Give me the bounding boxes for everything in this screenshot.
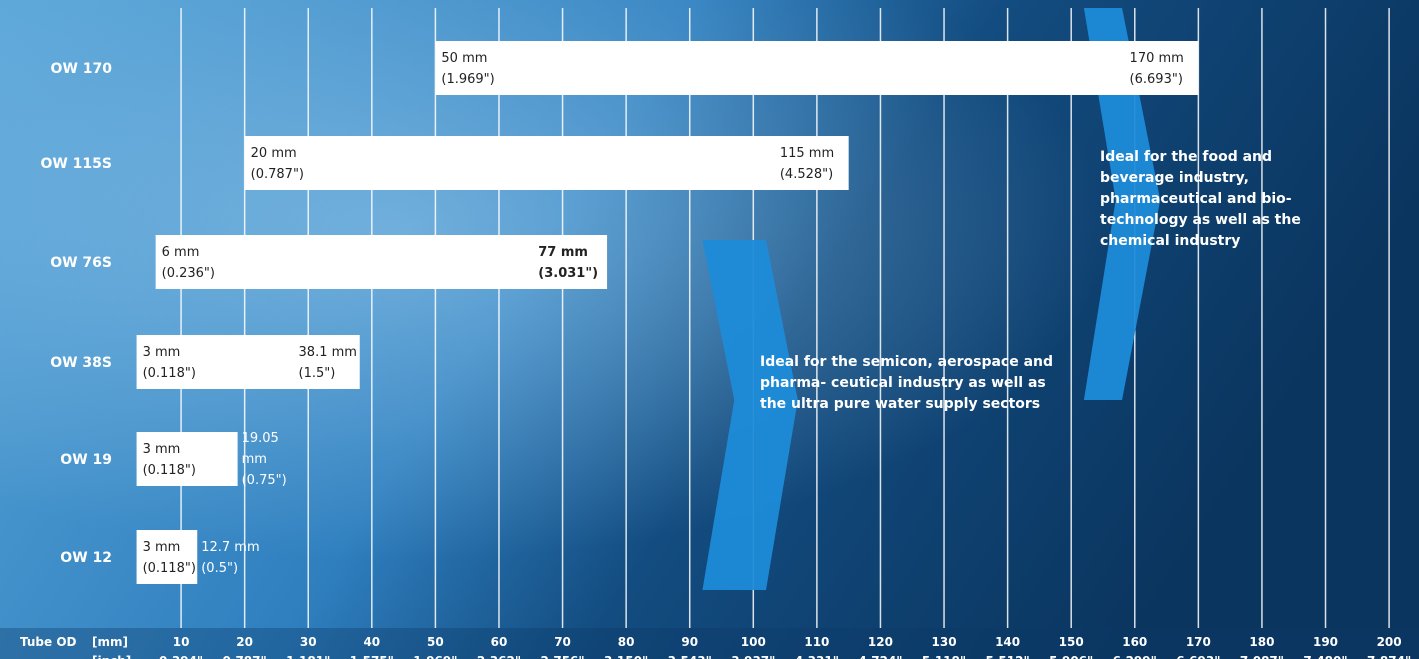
tick-label-inch-110: 4.331" — [795, 654, 839, 659]
tick-label-mm-100: 100 — [741, 635, 766, 649]
tick-label-mm-70: 70 — [554, 635, 571, 649]
category-labels: OW 170 OW 115S OW 76S OW 38S OW 19 OW 12 — [40, 61, 112, 566]
bar-2 — [155, 235, 608, 289]
bar-max-inch-0: (6.693") — [1130, 72, 1183, 87]
tick-label-mm-30: 30 — [300, 635, 317, 649]
tick-label-inch-170: 6.693" — [1176, 654, 1220, 659]
bar-max-inch-5: (0.5") — [201, 561, 238, 576]
bar-min-mm-0: 50 mm — [441, 51, 487, 66]
tick-label-mm-60: 60 — [491, 635, 508, 649]
bar-max-mm-4: 19.05 — [242, 431, 279, 446]
tick-label-mm-180: 180 — [1249, 635, 1274, 649]
tick-label-inch-150: 5.906" — [1049, 654, 1093, 659]
annotation-arrows — [702, 8, 1161, 590]
tick-label-inch-80: 3.150" — [604, 654, 648, 659]
tick-label-mm-190: 190 — [1313, 635, 1338, 649]
tick-label-inch-40: 1.575" — [350, 654, 394, 659]
tick-label-mm-170: 170 — [1186, 635, 1211, 649]
tick-label-inch-60: 2.362" — [477, 654, 521, 659]
tick-label-mm-80: 80 — [618, 635, 635, 649]
category-label-4: OW 19 — [60, 452, 112, 468]
bar-max-unit-4: mm — [242, 452, 267, 467]
tick-label-inch-10: 0.394" — [159, 654, 203, 659]
tick-label-inch-100: 3.937" — [731, 654, 775, 659]
annotation-semicon: Ideal for the semicon, aerospace and pha… — [760, 354, 1054, 412]
category-label-3: OW 38S — [50, 355, 112, 371]
bar-min-inch-2: (0.236") — [162, 266, 215, 281]
tick-label-mm-50: 50 — [427, 635, 444, 649]
bar-max-mm-1: 115 mm — [780, 146, 834, 161]
bar-0 — [435, 41, 1199, 95]
tick-label-mm-10: 10 — [173, 635, 190, 649]
tick-label-inch-50: 1.969" — [413, 654, 457, 659]
tick-label-mm-20: 20 — [236, 635, 253, 649]
axis-unit-mm: [mm] — [92, 635, 128, 649]
bar-min-inch-5: (0.118") — [143, 561, 196, 576]
bar-min-inch-3: (0.118") — [143, 366, 196, 381]
axis-band — [0, 628, 1419, 659]
tick-label-inch-140: 5.512" — [986, 654, 1030, 659]
bar-min-mm-1: 20 mm — [251, 146, 297, 161]
bar-max-mm-2: 77 mm — [538, 245, 588, 260]
tick-label-inch-70: 2.756" — [540, 654, 584, 659]
axis-title: Tube OD — [20, 635, 77, 649]
range-bars: 50 mm (1.969") 170 mm (6.693") 20 mm (0.787")… — [136, 41, 1199, 584]
tick-label-mm-200: 200 — [1377, 635, 1402, 649]
bar-min-inch-0: (1.969") — [441, 72, 494, 87]
tick-label-mm-130: 130 — [932, 635, 957, 649]
bar-min-mm-4: 3 mm — [143, 442, 181, 457]
tick-label-inch-190: 7.480" — [1303, 654, 1347, 659]
bar-max-mm-3: 38.1 mm — [299, 345, 357, 360]
tick-label-inch-130: 5.118" — [922, 654, 966, 659]
bar-3 — [136, 335, 360, 389]
tick-label-inch-180: 7.087" — [1240, 654, 1284, 659]
bar-max-inch-1: (4.528") — [780, 167, 833, 182]
bar-5 — [136, 530, 198, 584]
tick-label-inch-90: 3.543" — [668, 654, 712, 659]
bar-min-inch-4: (0.118") — [143, 463, 196, 478]
tick-label-inch-30: 1.181" — [286, 654, 330, 659]
axis-unit-inch: [inch] — [92, 654, 131, 659]
category-label-0: OW 170 — [51, 61, 113, 77]
bar-max-mm-5: 12.7 mm — [201, 540, 259, 555]
bar-max-mm-0: 170 mm — [1130, 51, 1184, 66]
tick-label-mm-120: 120 — [868, 635, 893, 649]
annotation-food-beverage: Ideal for the food and beverage industry… — [1100, 149, 1301, 249]
tick-label-mm-140: 140 — [995, 635, 1020, 649]
category-label-5: OW 12 — [60, 550, 112, 566]
tick-label-mm-150: 150 — [1059, 635, 1084, 649]
bar-1 — [244, 136, 849, 190]
category-label-1: OW 115S — [40, 156, 112, 172]
arrow-food — [1083, 8, 1161, 400]
bar-min-mm-5: 3 mm — [143, 540, 181, 555]
tick-label-mm-110: 110 — [804, 635, 829, 649]
tick-label-inch-20: 0.787" — [223, 654, 267, 659]
tick-label-inch-160: 6.299" — [1113, 654, 1157, 659]
bar-min-inch-1: (0.787") — [251, 167, 304, 182]
x-axis: Tube OD [mm] [inch] 10 0.394" 20 0.787" 30 1.181… — [20, 635, 1411, 659]
bar-max-inch-2: (3.031") — [538, 266, 598, 281]
bar-4 — [136, 432, 238, 486]
arrow-semicon — [702, 240, 798, 590]
tick-label-inch-200: 7.874" — [1367, 654, 1411, 659]
tick-label-mm-90: 90 — [681, 635, 698, 649]
category-label-2: OW 76S — [50, 255, 112, 271]
bar-min-mm-3: 3 mm — [143, 345, 181, 360]
tick-label-mm-40: 40 — [363, 635, 380, 649]
bar-max-inch-4: (0.75") — [242, 473, 287, 488]
tick-label-mm-160: 160 — [1122, 635, 1147, 649]
tick-label-inch-120: 4.724" — [858, 654, 902, 659]
bar-max-inch-3: (1.5") — [299, 366, 336, 381]
bar-min-mm-2: 6 mm — [162, 245, 200, 260]
